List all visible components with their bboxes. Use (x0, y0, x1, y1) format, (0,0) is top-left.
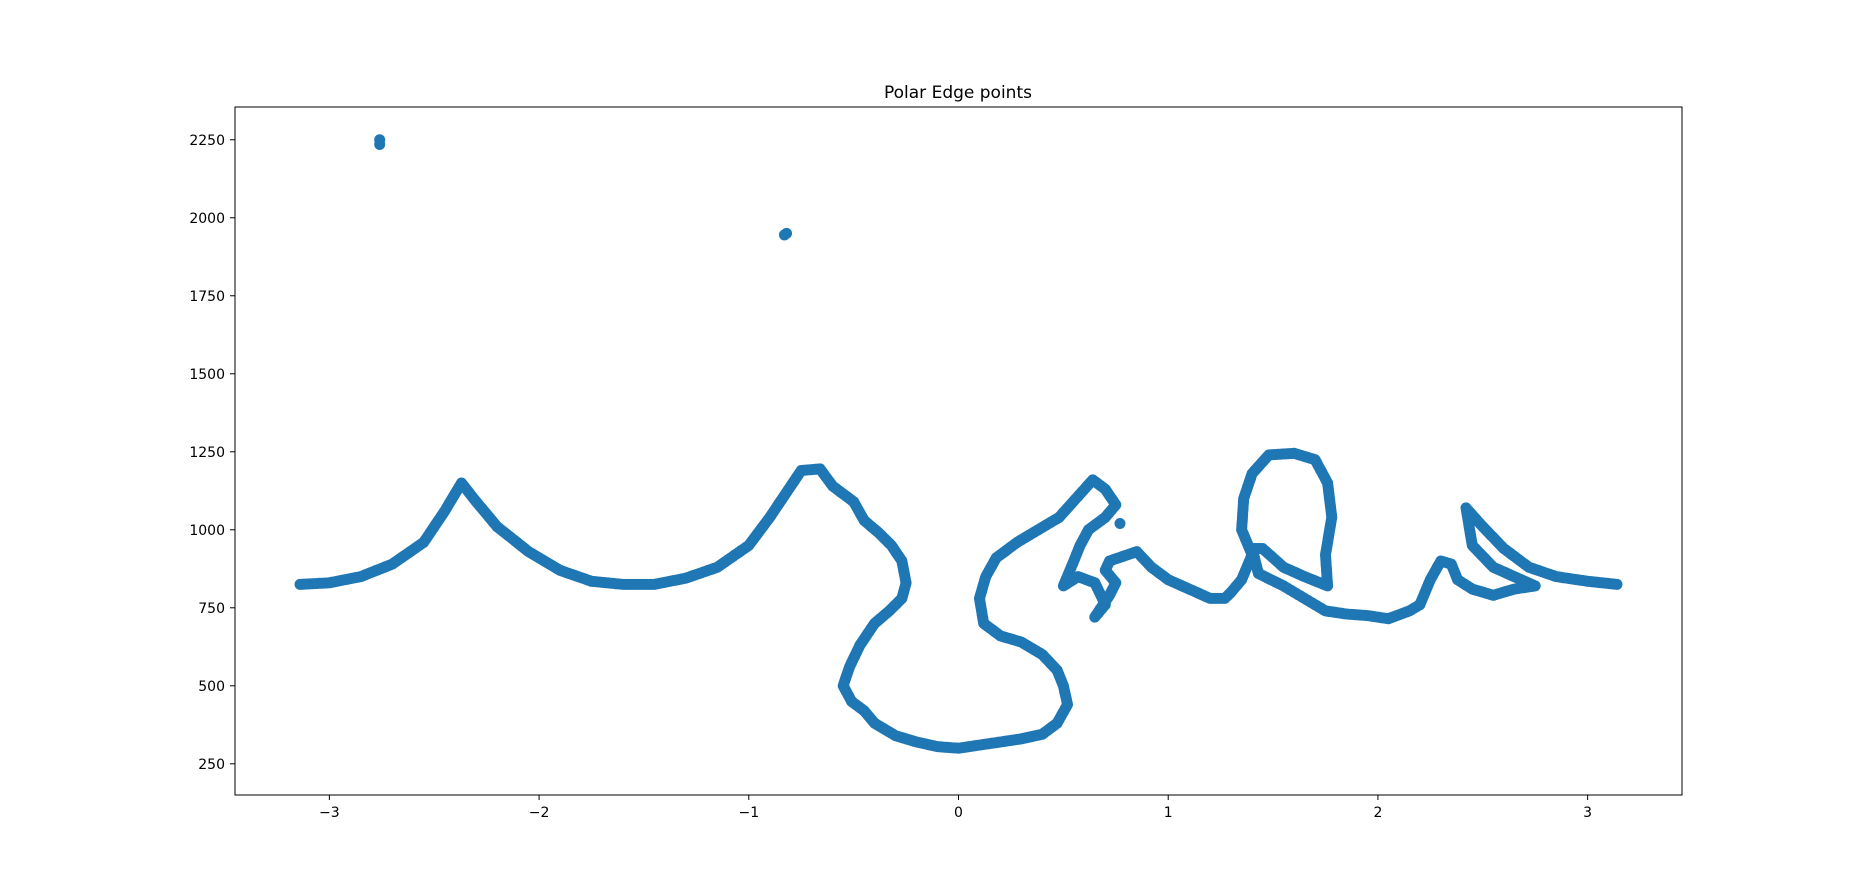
outlier-point (374, 138, 386, 150)
y-tick-label: 500 (198, 679, 225, 695)
y-tick-label: 750 (198, 601, 225, 617)
x-tick-label: −1 (738, 805, 759, 821)
y-tick-label: 2250 (189, 133, 225, 149)
x-tick-label: 1 (1164, 805, 1173, 821)
x-tick-label: −2 (529, 805, 550, 821)
plot-frame (234, 106, 1683, 796)
y-tick-label: 2000 (189, 211, 225, 227)
outlier-point (781, 227, 793, 239)
x-tick-label: −3 (319, 805, 340, 821)
data-points-layer (294, 134, 1623, 754)
y-tick-label: 1000 (189, 523, 225, 539)
chart-title: Polar Edge points (884, 83, 1032, 103)
y-tick-label: 250 (198, 757, 225, 773)
edge-point (1611, 578, 1623, 590)
y-axis: 250 500 750 1000 1250 1500 1750 2000 2250 (189, 133, 235, 773)
x-tick-label: 3 (1583, 805, 1592, 821)
x-tick-label: 0 (954, 805, 963, 821)
y-tick-label: 1500 (189, 367, 225, 383)
y-tick-label: 1250 (189, 445, 225, 461)
outlier-point (1114, 518, 1126, 530)
x-tick-label: 2 (1373, 805, 1382, 821)
y-tick-label: 1750 (189, 289, 225, 305)
x-axis: −3 −2 −1 0 1 2 3 (319, 795, 1592, 821)
